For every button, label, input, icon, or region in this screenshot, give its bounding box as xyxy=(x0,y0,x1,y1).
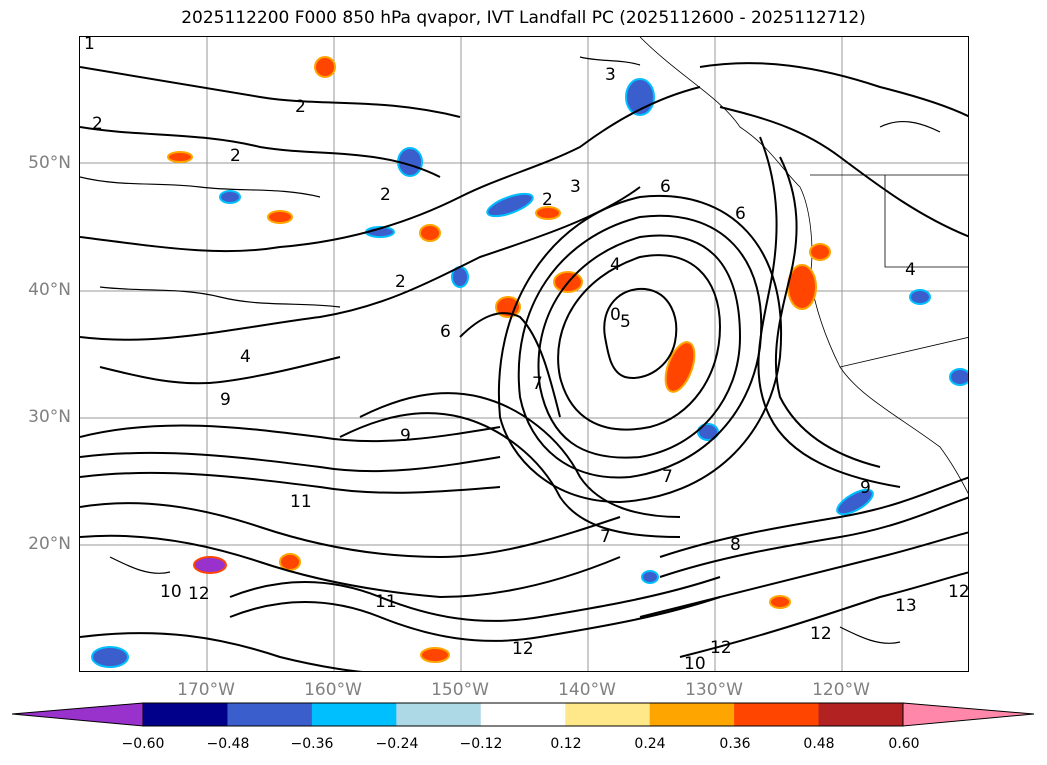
lon-tick-label: 170°W xyxy=(177,680,235,700)
lon-tick-label: 120°W xyxy=(812,680,870,700)
contour-label: 7 xyxy=(532,374,543,394)
contour-label: 3 xyxy=(605,65,616,85)
contour-label: 11 xyxy=(290,492,312,512)
contour-label: 8 xyxy=(730,535,741,555)
contour-label: 4 xyxy=(610,255,621,275)
colorbar-segment xyxy=(227,703,313,726)
colorbar-tick-label: −0.24 xyxy=(375,736,419,752)
lat-tick-label: 20°N xyxy=(28,534,71,554)
minor-contours xyxy=(80,56,941,644)
colorbar-tick-label: −0.12 xyxy=(459,736,503,752)
contour-label: 2 xyxy=(230,146,241,166)
colorbar-segment xyxy=(734,703,820,726)
colorbar-tick-label: −0.48 xyxy=(206,736,250,752)
contour-label: 4 xyxy=(905,260,916,280)
colorbar-segment xyxy=(649,703,735,726)
colorbar xyxy=(12,702,1035,727)
contour-label: 9 xyxy=(860,478,871,498)
contour-label: 6 xyxy=(440,322,451,342)
contour-label: 10 xyxy=(160,582,182,602)
contour-label: 12 xyxy=(810,624,832,644)
colorbar-segment xyxy=(480,703,566,726)
colorbar-extend-high xyxy=(903,703,1034,726)
map-canvas: 1 2 2 2 3 3 2 2 4 5 6 2 6 6 4 0 7 7 9 9 … xyxy=(80,37,969,672)
colorbar-segment xyxy=(565,703,651,726)
contour-label: 11 xyxy=(375,592,397,612)
contour-label: 1 xyxy=(84,37,95,54)
colorbar-tick-label: 0.60 xyxy=(888,736,920,752)
contour-label: 0 xyxy=(610,305,621,325)
lon-tick-label: 130°W xyxy=(685,680,743,700)
figure-title: 2025112200 F000 850 hPa qvapor, IVT Land… xyxy=(181,8,866,28)
contour-label: 12 xyxy=(710,638,732,658)
colorbar-tick-label: 0.12 xyxy=(550,736,582,752)
colorbar-segment xyxy=(396,703,482,726)
lon-tick-label: 160°W xyxy=(304,680,362,700)
lat-tick-label: 40°N xyxy=(28,280,71,300)
contour-label: 6 xyxy=(660,177,671,197)
contour-label: 9 xyxy=(400,426,411,446)
contour-lines xyxy=(80,62,968,671)
contour-label: 12 xyxy=(948,582,969,602)
contour-label: 7 xyxy=(600,527,611,547)
lat-tick-label: 30°N xyxy=(28,407,71,427)
lat-tick-label: 50°N xyxy=(28,153,71,173)
lon-tick-label: 150°W xyxy=(431,680,489,700)
colorbar-tick-label: −0.36 xyxy=(290,736,334,752)
contour-label: 2 xyxy=(92,114,103,134)
contour-label-layer: 1 2 2 2 3 3 2 2 4 5 6 2 6 6 4 0 7 7 9 9 … xyxy=(84,37,969,672)
contour-label: 13 xyxy=(895,596,917,616)
contour-label: 5 xyxy=(620,312,631,332)
map-panel[interactable]: 1 2 2 2 3 3 2 2 4 5 6 2 6 6 4 0 7 7 9 9 … xyxy=(79,36,969,672)
contour-label: 7 xyxy=(662,467,673,487)
colorbar-tick-label: 0.24 xyxy=(634,736,666,752)
colorbar-extend-low xyxy=(12,703,143,726)
colorbar-segment xyxy=(143,703,228,726)
colorbar-tick-label: 0.36 xyxy=(719,736,751,752)
contour-label: 10 xyxy=(684,654,706,672)
colorbar-tick-label: −0.60 xyxy=(121,736,165,752)
colorbar-segment xyxy=(311,703,397,726)
colorbar-segment xyxy=(818,703,904,726)
contour-label: 12 xyxy=(188,584,210,604)
colorbar-segments xyxy=(12,703,1034,726)
contour-label: 2 xyxy=(380,185,391,205)
contour-label: 3 xyxy=(570,177,581,197)
contour-label: 12 xyxy=(512,639,534,659)
contour-label: 2 xyxy=(395,272,406,292)
contour-label: 2 xyxy=(295,97,306,117)
contour-label: 6 xyxy=(735,204,746,224)
contour-label: 2 xyxy=(542,190,553,210)
graticule xyxy=(80,37,968,671)
contour-label: 4 xyxy=(240,347,251,367)
contour-label: 9 xyxy=(220,390,231,410)
colorbar-tick-label: 0.48 xyxy=(803,736,835,752)
lon-tick-label: 140°W xyxy=(558,680,616,700)
